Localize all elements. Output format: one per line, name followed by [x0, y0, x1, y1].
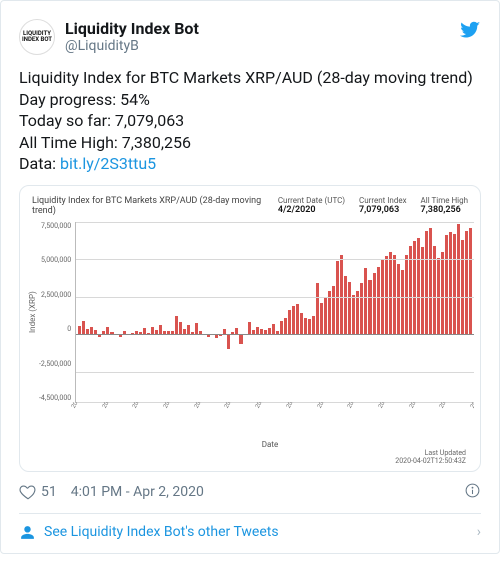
- bars-positive: [76, 222, 474, 335]
- author-handle: @LiquidityB: [65, 38, 459, 54]
- avatar[interactable]: LIQUIDITY INDEX BOT: [19, 19, 55, 55]
- tweet-line: Today so far: 7,079,063: [19, 111, 184, 130]
- tweet-card: LIQUIDITY INDEX BOT Liquidity Index Bot …: [0, 0, 500, 554]
- stat-value: 7,380,256: [421, 205, 468, 215]
- timestamp-link[interactable]: 4:01 PM - Apr 2, 2020: [71, 484, 204, 500]
- like-button[interactable]: 51: [19, 483, 57, 501]
- stat-value: 4/2/2020: [278, 205, 345, 215]
- see-more-tweets[interactable]: See Liquidity Index Bot's other Tweets ›: [19, 513, 481, 541]
- x-axis-ticks: 2019-12-282020-01-042020-01-112020-01-18…: [66, 402, 474, 438]
- tweet-line: All Time High: 7,380,256: [19, 133, 191, 152]
- chart-stat: Current Date (UTC) 4/2/2020: [278, 196, 345, 215]
- person-icon: [19, 524, 36, 541]
- chart-plot-area: Index (XRP) 7,500,0005,000,0002,500,0000…: [26, 222, 474, 402]
- tweet-meta: 51 4:01 PM - Apr 2, 2020: [19, 482, 481, 503]
- twitter-logo-icon[interactable]: [459, 19, 481, 41]
- tweet-line: Day progress: 54%: [19, 90, 150, 109]
- y-axis-label: Index (XRP): [26, 222, 39, 402]
- stat-value: 7,079,063: [359, 205, 407, 215]
- tweet-line: Data:: [19, 154, 60, 173]
- author-block[interactable]: Liquidity Index Bot @LiquidityB: [65, 19, 459, 54]
- info-icon: [464, 482, 481, 499]
- chevron-right-icon: ›: [477, 524, 481, 540]
- data-link[interactable]: bit.ly/2S3ttu5: [60, 154, 156, 173]
- like-count: 51: [41, 484, 57, 500]
- stat-label: Current Date (UTC): [278, 196, 345, 205]
- last-updated-label: Last Updated: [26, 449, 466, 457]
- last-updated: Last Updated 2020-04-02T12:50:43Z: [26, 449, 474, 465]
- y-axis-ticks: 7,500,0005,000,0002,500,0000-2,500,000-4…: [39, 222, 75, 402]
- stat-label: All Time High: [421, 196, 468, 205]
- chart-stat: Current Index 7,079,063: [359, 196, 407, 215]
- x-axis-label: Date: [66, 440, 474, 449]
- see-more-label: See Liquidity Index Bot's other Tweets: [44, 524, 279, 540]
- chart-header: Liquidity Index for BTC Markets XRP/AUD …: [26, 196, 474, 222]
- stat-label: Current Index: [359, 196, 407, 205]
- heart-icon: [19, 483, 37, 501]
- chart-image[interactable]: Liquidity Index for BTC Markets XRP/AUD …: [19, 185, 481, 472]
- bars-negative: [76, 334, 474, 402]
- timestamp[interactable]: 4:01 PM - Apr 2, 2020: [71, 484, 204, 500]
- author-name: Liquidity Index Bot: [65, 19, 459, 38]
- last-updated-value: 2020-04-02T12:50:43Z: [26, 457, 466, 465]
- tweet-line: Liquidity Index for BTC Markets XRP/AUD …: [19, 68, 473, 87]
- chart-title: Liquidity Index for BTC Markets XRP/AUD …: [32, 196, 264, 216]
- chart-plot: [75, 222, 474, 402]
- chart-stat: All Time High 7,380,256: [421, 196, 468, 215]
- info-button[interactable]: [464, 482, 481, 503]
- tweet-header: LIQUIDITY INDEX BOT Liquidity Index Bot …: [19, 19, 481, 55]
- tweet-text: Liquidity Index for BTC Markets XRP/AUD …: [19, 67, 481, 175]
